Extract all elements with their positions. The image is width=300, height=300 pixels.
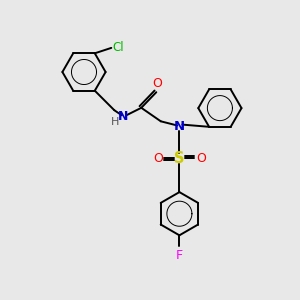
Text: N: N bbox=[118, 110, 128, 123]
Text: H: H bbox=[111, 117, 119, 127]
Text: S: S bbox=[174, 151, 184, 166]
Text: Cl: Cl bbox=[113, 41, 124, 54]
Text: O: O bbox=[152, 77, 162, 90]
Text: F: F bbox=[176, 249, 183, 262]
Text: O: O bbox=[153, 152, 163, 165]
Text: N: N bbox=[174, 120, 185, 133]
Text: O: O bbox=[196, 152, 206, 165]
